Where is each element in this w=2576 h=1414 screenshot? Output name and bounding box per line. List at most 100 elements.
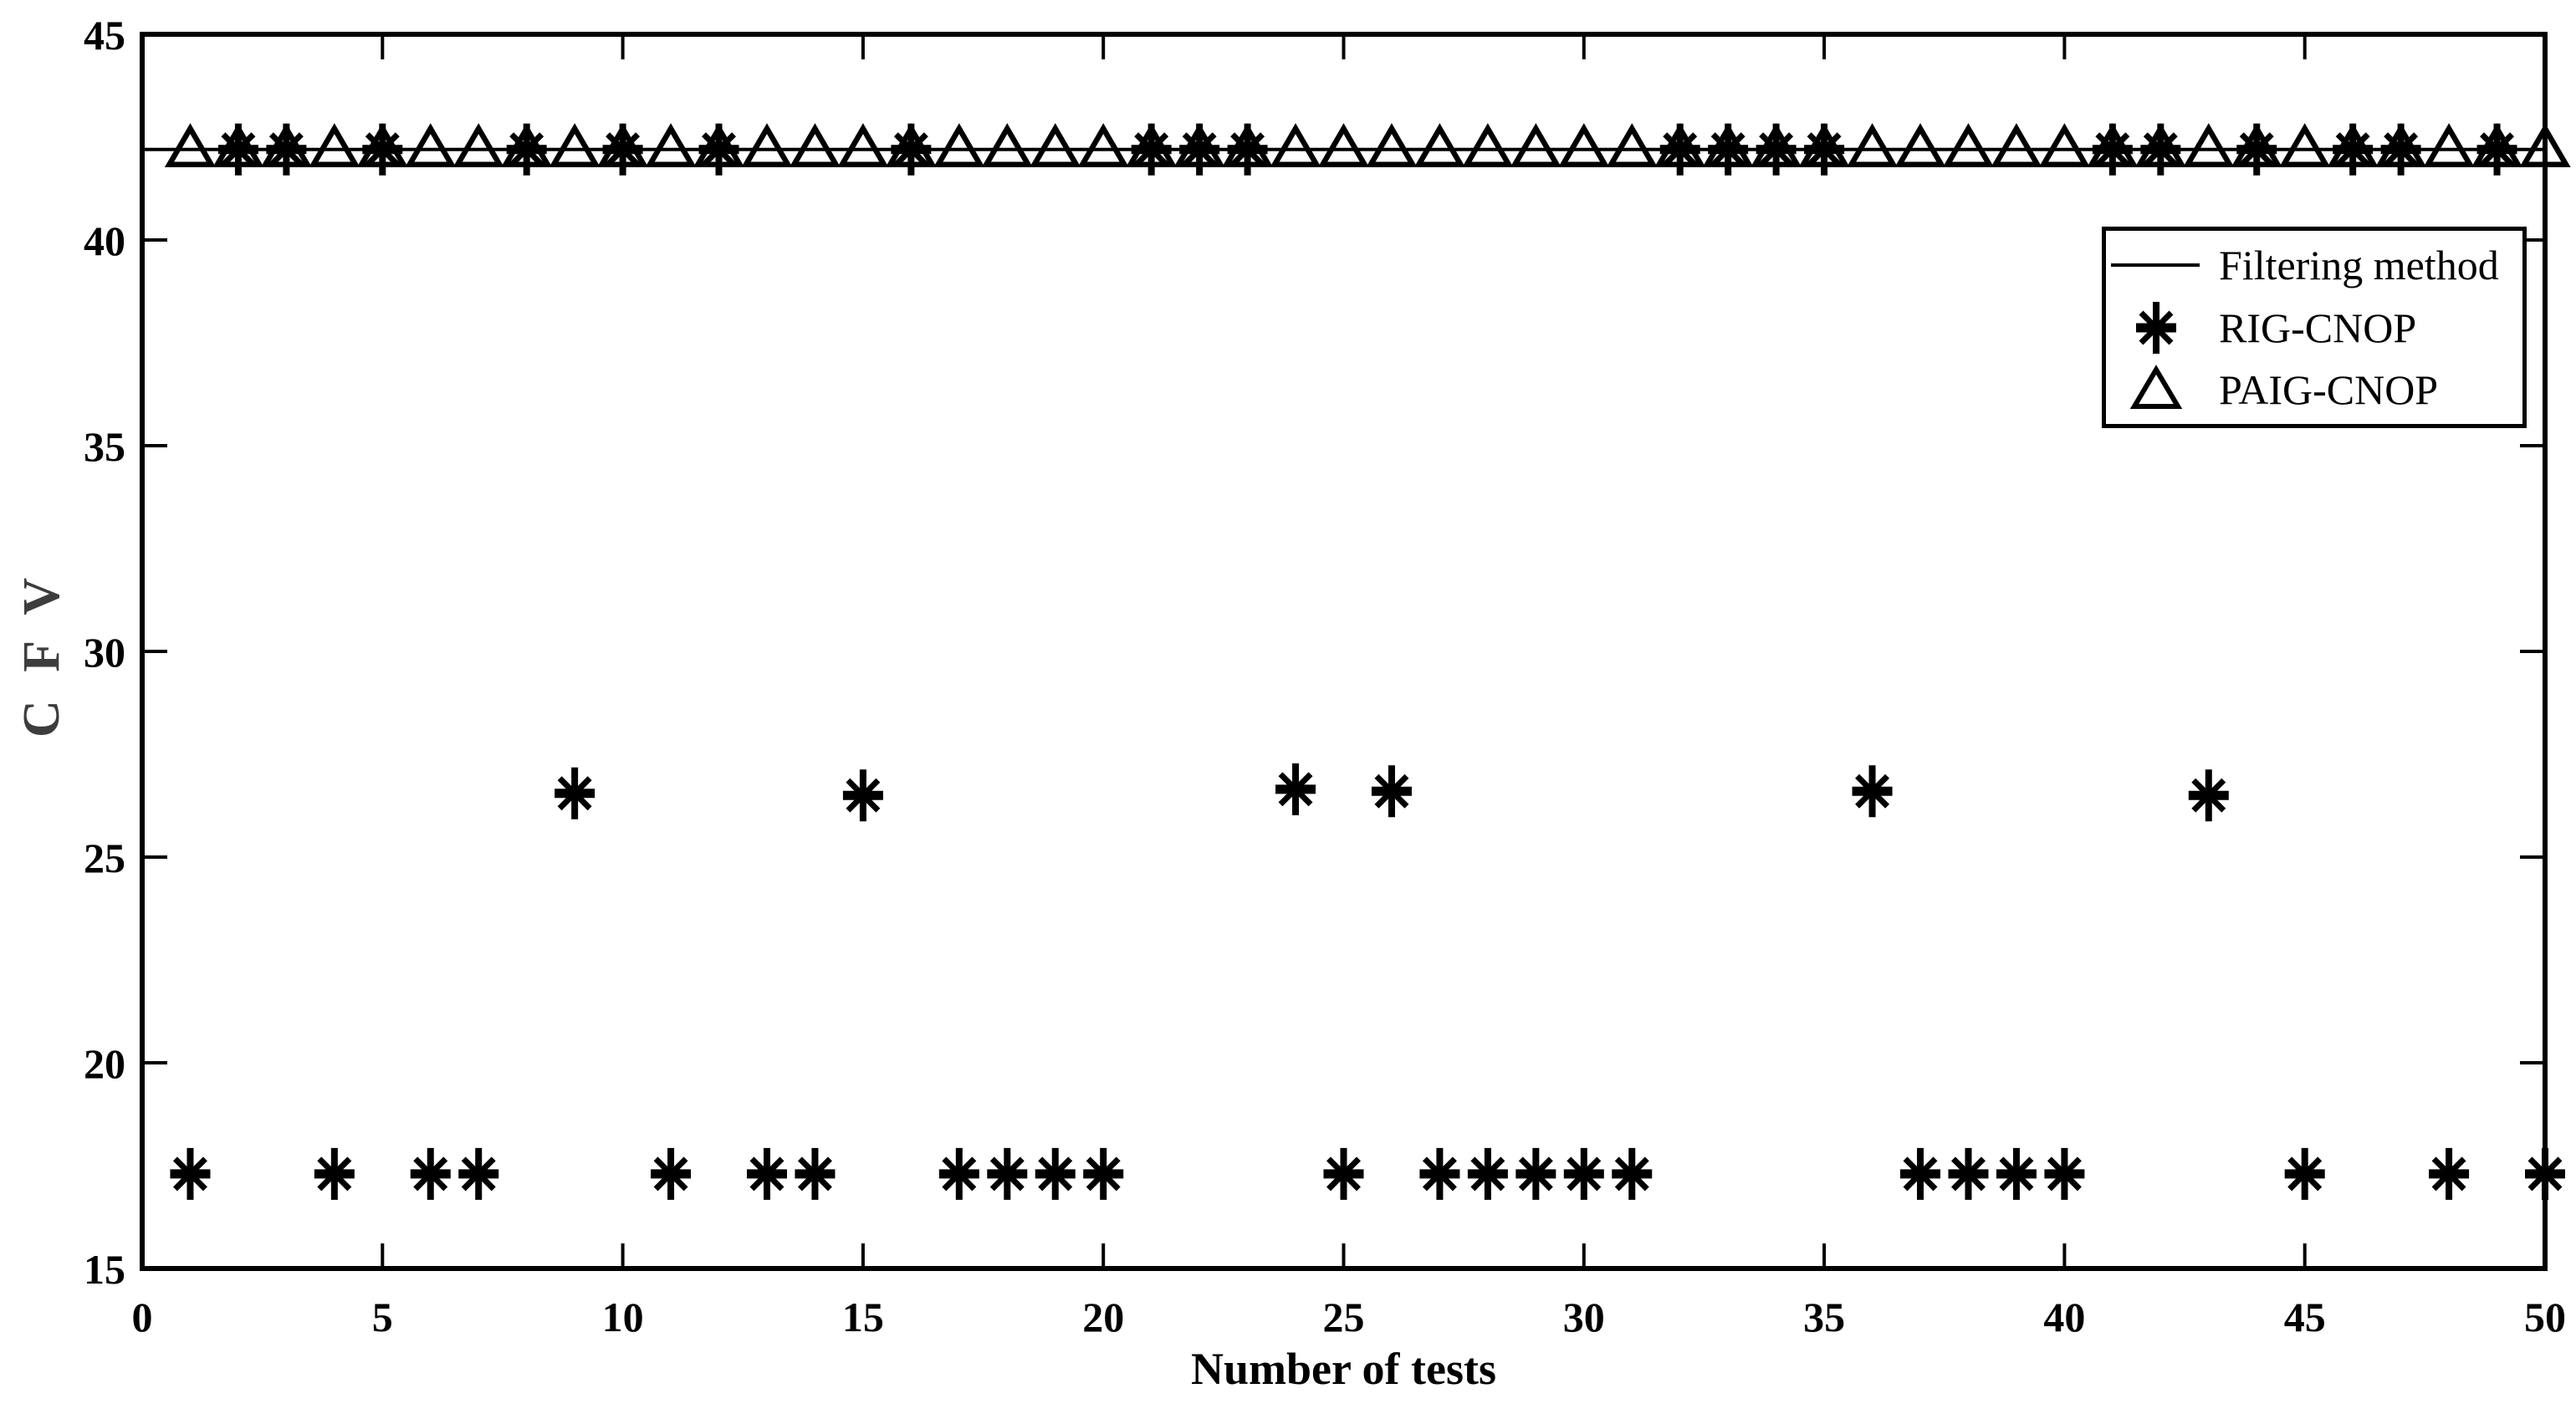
rig-cnop-marker <box>2287 1156 2323 1192</box>
paig-cnop-marker <box>1270 123 1321 168</box>
paig-cnop-marker <box>2279 123 2331 168</box>
paig-cnop-marker <box>2374 123 2427 168</box>
rig-cnop-marker <box>1999 1156 2034 1192</box>
paig-cnop-marker <box>1654 123 1706 168</box>
paig-cnop-marker <box>2327 123 2379 168</box>
paig-cnop-marker <box>2087 123 2139 168</box>
paig-cnop-marker <box>2134 123 2186 168</box>
paig-cnop-marker <box>645 123 697 168</box>
rig-cnop-marker <box>1086 1156 1121 1192</box>
paig-cnop-marker <box>2471 123 2523 168</box>
paig-cnop-marker <box>549 123 601 168</box>
rig-cnop-marker <box>1518 1156 1553 1192</box>
paig-cnop-marker <box>452 123 504 168</box>
rig-cnop-marker <box>2384 132 2419 167</box>
asterisk-marker-icon <box>2136 301 2176 354</box>
rig-cnop-marker <box>797 1156 832 1192</box>
paig-cnop-marker <box>1798 123 1850 168</box>
rig-cnop-marker <box>749 1156 785 1192</box>
rig-cnop-marker <box>1374 773 1409 809</box>
rig-cnop-marker <box>1470 1156 1505 1192</box>
x-tick-label: 15 <box>842 1294 884 1340</box>
paig-cnop-marker <box>596 123 649 168</box>
rig-cnop-marker <box>942 1156 977 1192</box>
paig-cnop-marker <box>1221 123 1274 168</box>
rig-cnop-marker <box>1326 1156 1361 1192</box>
rig-cnop-marker <box>1759 132 1794 167</box>
rig-cnop-marker <box>461 1156 496 1192</box>
triangle-marker-icon <box>2129 365 2183 410</box>
paig-cnop-marker <box>1702 123 1754 168</box>
rig-cnop-marker <box>1038 1156 1073 1192</box>
paig-cnop-marker <box>501 123 553 168</box>
rig-cnop-marker <box>268 132 304 167</box>
paig-cnop-marker <box>693 123 745 168</box>
legend-label-filtering-method: Filtering method <box>2219 241 2499 288</box>
y-tick-label: 30 <box>84 629 125 676</box>
legend-item-paig-cnop: PAIG-CNOP <box>2106 360 2522 420</box>
paig-cnop-marker <box>2519 123 2571 168</box>
paig-cnop-marker <box>1510 123 1561 168</box>
rig-cnop-marker <box>317 1156 352 1192</box>
paig-cnop-marker <box>1894 123 1946 168</box>
paig-cnop-marker <box>837 123 889 168</box>
paig-cnop-marker <box>1991 123 2042 168</box>
x-tick-label: 30 <box>1563 1294 1605 1340</box>
legend-item-filtering-method: Filtering method <box>2106 235 2522 295</box>
rig-cnop-marker <box>221 132 256 167</box>
paig-cnop-marker <box>164 123 217 168</box>
paig-cnop-marker <box>260 123 313 168</box>
rig-cnop-marker <box>1663 132 1698 167</box>
rig-cnop-marker <box>893 132 928 167</box>
paig-cnop-marker <box>1413 123 1466 168</box>
rig-cnop-marker <box>2527 1156 2563 1192</box>
y-tick-label: 15 <box>84 1246 125 1293</box>
x-tick-label: 50 <box>2524 1294 2566 1340</box>
x-tick-label: 5 <box>372 1294 393 1340</box>
paig-cnop-marker <box>1030 123 1081 168</box>
paig-cnop-marker <box>741 123 793 168</box>
rig-cnop-marker <box>1903 1156 1938 1192</box>
rig-cnop-marker <box>606 132 641 167</box>
legend: Filtering method RIG-CNOP PAIG-CNOP <box>2102 227 2527 428</box>
rig-cnop-marker <box>2143 132 2178 167</box>
rig-cnop-marker <box>1710 132 1745 167</box>
paig-cnop-marker <box>356 123 408 168</box>
paig-cnop-marker <box>1558 123 1610 168</box>
rig-cnop-marker <box>172 1156 207 1192</box>
paig-cnop-marker <box>1846 123 1899 168</box>
x-tick-label: 10 <box>602 1294 644 1340</box>
paig-cnop-marker <box>885 123 938 168</box>
rig-cnop-marker <box>1951 1156 1986 1192</box>
rig-cnop-marker <box>1422 1156 1457 1192</box>
rig-cnop-marker <box>509 132 544 167</box>
rig-cnop-marker <box>2431 1156 2466 1192</box>
rig-cnop-marker <box>2480 132 2515 167</box>
rig-cnop-marker <box>1567 1156 1602 1192</box>
y-axis-label: C F V <box>13 570 70 738</box>
paig-cnop-marker <box>405 123 457 168</box>
x-tick-label: 45 <box>2284 1294 2326 1340</box>
x-axis-label: Number of tests <box>1191 1344 1496 1394</box>
line-marker-icon <box>2111 263 2200 267</box>
y-tick-label: 45 <box>84 12 125 59</box>
paig-cnop-marker <box>212 123 264 168</box>
paig-cnop-marker <box>933 123 985 168</box>
rig-cnop-marker <box>1855 773 1890 809</box>
legend-label-rig-cnop: RIG-CNOP <box>2219 304 2417 351</box>
paig-cnop-marker <box>309 123 360 168</box>
rig-cnop-marker <box>365 132 400 167</box>
rig-cnop-marker <box>702 132 736 167</box>
y-tick-label: 40 <box>84 217 125 264</box>
rig-cnop-marker <box>2239 132 2274 167</box>
rig-cnop-marker <box>557 776 592 811</box>
paig-cnop-marker <box>2183 123 2235 168</box>
paig-cnop-marker <box>1077 123 1129 168</box>
paig-cnop-marker <box>1317 123 1370 168</box>
x-tick-label: 40 <box>2043 1294 2085 1340</box>
x-tick-label: 20 <box>1082 1294 1124 1340</box>
rig-cnop-marker <box>2047 1156 2082 1192</box>
paig-cnop-marker <box>1126 123 1178 168</box>
axes-box <box>140 32 2548 1271</box>
